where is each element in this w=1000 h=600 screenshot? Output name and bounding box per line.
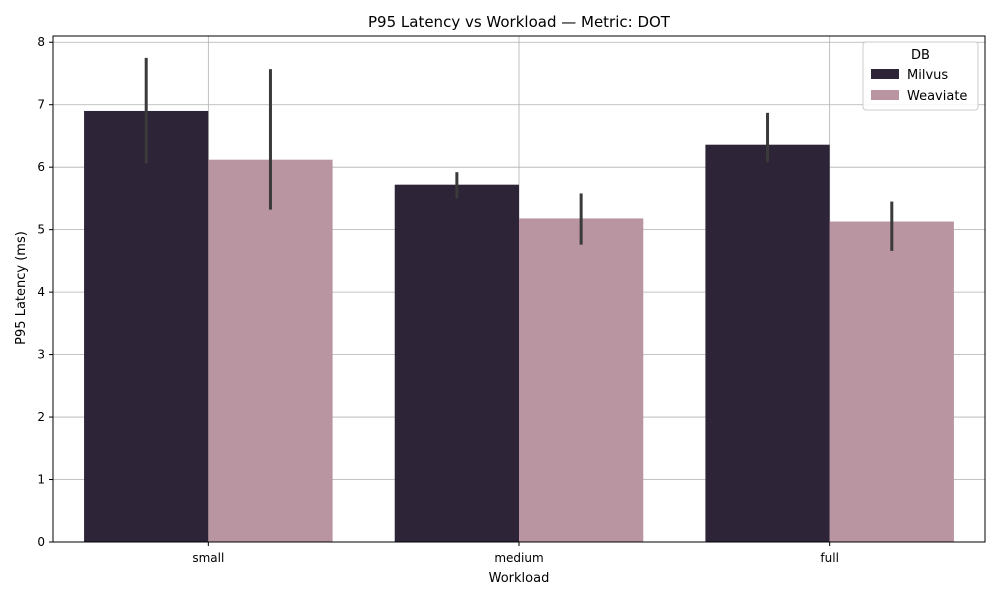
bar-weaviate-full (829, 221, 954, 543)
chart-title: P95 Latency vs Workload — Metric: DOT (368, 13, 671, 31)
bar-weaviate-small (208, 159, 333, 542)
x-tick-label: medium (494, 551, 543, 565)
legend-label-weaviate: Weaviate (907, 89, 967, 104)
legend-label-milvus: Milvus (907, 68, 948, 83)
y-tick-label: 3 (37, 348, 45, 362)
y-tick-label: 4 (37, 285, 45, 299)
x-tick-label: small (192, 551, 224, 565)
legend: DB Milvus Weaviate (862, 41, 979, 111)
bars (84, 110, 954, 543)
bar-milvus-small (84, 110, 209, 543)
bar-milvus-medium (394, 184, 519, 542)
error-bars (144, 57, 894, 251)
y-tick-label: 5 (37, 223, 45, 237)
y-tick-label: 8 (37, 35, 45, 49)
bar-milvus-full (705, 144, 830, 542)
x-tick-label: full (820, 551, 839, 565)
x-axis-label: Workload (489, 571, 550, 586)
y-tick-label: 6 (37, 160, 45, 174)
legend-title: DB (911, 48, 930, 63)
bar-weaviate-medium (519, 218, 644, 542)
legend-swatch-weaviate (871, 90, 899, 100)
y-tick-label: 2 (37, 410, 45, 424)
legend-swatch-milvus (871, 69, 899, 79)
y-tick-label: 7 (37, 98, 45, 112)
y-tick-label: 1 (37, 473, 45, 487)
y-axis-label: P95 Latency (ms) (14, 231, 29, 345)
y-tick-label: 0 (37, 535, 45, 549)
axes: 0 1 2 3 4 5 6 7 8 small medium full (37, 35, 986, 565)
plot-frame (52, 35, 986, 543)
